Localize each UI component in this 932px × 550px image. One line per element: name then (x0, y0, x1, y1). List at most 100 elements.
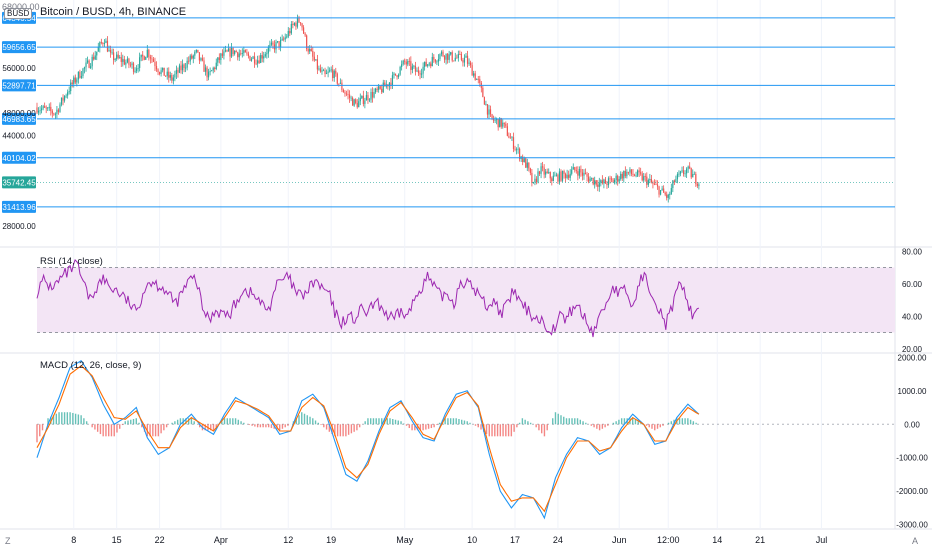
candle-body (134, 70, 136, 72)
candle-body (56, 109, 58, 114)
macd-histogram-bar (687, 418, 689, 425)
candle-body (57, 109, 60, 112)
candle-body (332, 69, 334, 79)
candle-body (252, 56, 254, 59)
candle-body (135, 68, 138, 71)
candle-body (290, 23, 292, 34)
macd-histogram-bar (419, 424, 422, 431)
level-label: 40104.02 (2, 154, 36, 163)
candle-body (77, 71, 79, 80)
candle-body (108, 50, 110, 52)
candle-body (53, 113, 55, 115)
auto-scale-button[interactable]: A (912, 536, 919, 546)
macd-histogram-bar (221, 421, 223, 425)
candle-body (489, 109, 492, 115)
candle-body (201, 58, 204, 61)
candle-body (321, 70, 323, 72)
macd-title[interactable]: MACD (12, 26, close, 9) (40, 360, 142, 371)
candle-body (433, 57, 435, 60)
macd-histogram-bar (306, 415, 308, 425)
candle-body (197, 49, 199, 53)
candle-body (158, 72, 161, 75)
candle-body (424, 61, 426, 67)
candle-body (217, 57, 219, 63)
candle-body (232, 47, 234, 54)
candle-body (111, 52, 113, 54)
candle-body (85, 62, 87, 68)
candle-body (102, 43, 104, 44)
candle-body (583, 172, 585, 176)
symbol-title[interactable]: Bitcoin / BUSD, 4h, BINANCE (40, 6, 187, 18)
macd-histogram-bar (659, 424, 661, 428)
candle-body (260, 55, 262, 63)
time-tick-label: 12 (283, 535, 293, 545)
candle-body (555, 174, 557, 176)
candle-body (456, 57, 458, 59)
macd-axis-tick: -3000.00 (896, 521, 928, 530)
macd-histogram-bar (518, 422, 521, 425)
candle-body (545, 171, 547, 175)
macd-histogram-bar (527, 421, 529, 425)
candle-body (315, 59, 317, 61)
candle-body (408, 61, 410, 62)
candle-body (353, 99, 355, 106)
candle-body (261, 55, 263, 59)
macd-histogram-bar (154, 424, 157, 437)
candle-body (486, 104, 489, 115)
currency-badge[interactable]: BUSD (4, 8, 33, 19)
candle-body (270, 42, 273, 45)
candle-body (105, 40, 107, 44)
candle-body (554, 175, 556, 177)
candle-body (413, 65, 415, 67)
candle-body (195, 49, 197, 52)
candle-body (431, 57, 433, 67)
candle-body (614, 179, 616, 183)
candle-body (538, 171, 541, 174)
candle-body (632, 173, 634, 175)
macd-histogram-bar (494, 424, 496, 437)
rsi-title[interactable]: RSI (14, close) (40, 256, 103, 267)
time-tick-label: May (396, 535, 414, 545)
macd-histogram-bar (135, 418, 137, 425)
candle-body (427, 64, 429, 67)
candle-body (581, 172, 584, 176)
candle-body (189, 55, 191, 62)
macd-histogram-bar (645, 424, 648, 426)
candle-body (299, 22, 302, 24)
candle-body (390, 82, 392, 86)
candle-body (293, 23, 295, 26)
candle-body (396, 75, 398, 77)
candle-body (171, 75, 173, 81)
candle-body (620, 173, 622, 180)
candle-body (36, 107, 38, 113)
candle-body (116, 54, 118, 60)
candle-body (181, 64, 184, 71)
candle-body (194, 51, 196, 56)
macd-histogram-bar (405, 424, 408, 426)
candles-group (36, 14, 700, 203)
macd-histogram-bar (430, 424, 433, 429)
candle-body (329, 70, 331, 72)
candle-body (302, 27, 305, 34)
candle-body (584, 172, 587, 174)
candle-body (546, 171, 548, 173)
timezone-button[interactable]: Z (5, 536, 11, 546)
macd-histogram-bar (449, 418, 452, 425)
macd-histogram-bar (342, 424, 344, 437)
macd-histogram-bar (74, 413, 77, 425)
candle-body (531, 172, 533, 184)
candle-body (586, 173, 588, 177)
macd-histogram-bar (466, 421, 468, 425)
candle-body (600, 180, 602, 183)
macd-histogram-bar (433, 424, 435, 428)
macd-histogram-bar (670, 421, 673, 425)
macd-histogram-bar (47, 418, 49, 425)
candle-body (417, 70, 420, 74)
candle-body (345, 93, 348, 95)
candle-body (626, 171, 628, 177)
candle-body (695, 173, 697, 184)
macd-axis-tick: -2000.00 (896, 487, 928, 496)
macd-histogram-bar (41, 424, 44, 431)
candle-body (587, 176, 590, 182)
